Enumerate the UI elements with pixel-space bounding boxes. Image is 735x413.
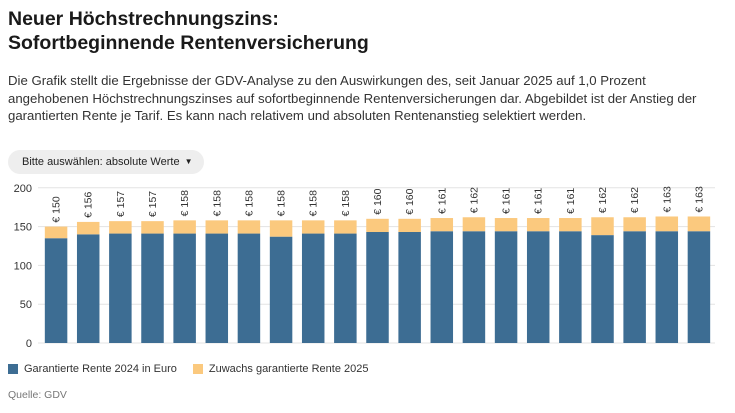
source-note: Quelle: GDV [8, 389, 67, 401]
bar-base [623, 231, 646, 343]
bar-increase [526, 218, 550, 232]
bar-base [237, 233, 261, 343]
bar-base [269, 236, 293, 343]
bar-base [687, 231, 711, 343]
bar-total-label: € 156 [83, 191, 95, 217]
bar-total-label: € 150 [51, 196, 63, 222]
y-tick-label: 200 [14, 183, 32, 195]
bar-increase [44, 226, 68, 239]
bar-total-label: € 161 [436, 188, 448, 214]
bar-increase [76, 221, 100, 235]
bar-total-label: € 157 [147, 191, 159, 217]
bar-base [366, 232, 389, 343]
bar-increase [173, 220, 196, 234]
bar-increase [655, 216, 679, 232]
bar-increase [559, 218, 582, 232]
title-line-2: Sofortbeginnende Rentenversicherung [8, 32, 369, 54]
bar-total-label: € 158 [211, 190, 223, 216]
bar-total-label: € 161 [565, 188, 577, 214]
chevron-down-icon: ▼ [184, 157, 193, 166]
legend-item-base: Garantierte Rente 2024 in Euro [8, 363, 177, 375]
dropdown-label: Bitte auswählen: absolute Werte [22, 156, 180, 168]
bar-base [76, 234, 100, 343]
bar-base [334, 233, 357, 343]
title-line-1: Neuer Höchstrechnungszins: [8, 8, 279, 30]
stacked-bar-chart: 0 50 100 150 200 € 150 € 156 € 157 € 157 € 158 € 1… [14, 183, 715, 350]
bar-increase [494, 218, 518, 232]
value-type-dropdown[interactable]: Bitte auswählen: absolute Werte ▼ [8, 150, 205, 174]
legend: Garantierte Rente 2024 in Euro Zuwachs g… [8, 363, 368, 375]
bar-base [526, 231, 550, 343]
bar-base [655, 231, 679, 343]
legend-swatch-base [8, 364, 18, 374]
bar-increase [301, 220, 325, 234]
bar-total-label: € 161 [501, 188, 513, 214]
bar-increase [334, 220, 357, 234]
bar-total-label: € 158 [276, 190, 288, 216]
bar-increase [237, 220, 261, 234]
bar-increase [687, 216, 711, 232]
bar-base [44, 238, 68, 343]
bar-total-label: € 157 [115, 191, 127, 217]
bar-increase [623, 217, 646, 232]
bar-total-label: € 160 [404, 188, 416, 214]
legend-label-increase: Zuwachs garantierte Rente 2025 [208, 363, 369, 375]
bar-base [205, 233, 229, 343]
bar-total-label: € 160 [372, 188, 384, 214]
bar-base [430, 231, 454, 343]
bar-increase [109, 221, 132, 234]
bar-base [301, 233, 325, 343]
bar-base [591, 235, 614, 343]
bar-increase [591, 217, 614, 236]
bar-total-label: € 162 [629, 187, 641, 213]
y-tick-label: 50 [20, 299, 32, 311]
bar-total-label: € 158 [243, 190, 255, 216]
bar-total-label: € 158 [179, 190, 191, 216]
bar-base [398, 232, 421, 343]
bar-base [173, 233, 196, 343]
bar-total-label: € 162 [468, 187, 480, 213]
y-tick-label: 150 [14, 222, 32, 234]
bar-increase [462, 217, 486, 232]
chart-description: Die Grafik stellt die Ergebnisse der GDV… [8, 73, 697, 123]
bar-total-label: € 158 [308, 190, 320, 216]
bar-increase [398, 218, 421, 233]
bar-total-label: € 163 [661, 186, 673, 212]
bar-increase [366, 218, 389, 233]
bar-base [494, 231, 518, 343]
bar-total-label: € 163 [693, 186, 705, 212]
bar-increase [141, 221, 164, 234]
legend-label-base: Garantierte Rente 2024 in Euro [24, 363, 177, 375]
bar-increase [205, 220, 229, 234]
chart-title: Neuer Höchstrechnungszins: Sofortbeginne… [8, 7, 728, 55]
bar-total-label: € 158 [340, 190, 352, 216]
y-tick-label: 0 [26, 338, 32, 350]
bar-base [559, 231, 582, 343]
bar-increase [430, 218, 454, 232]
bar-total-label: € 161 [533, 188, 545, 214]
bar-base [109, 233, 132, 343]
bar-increase [269, 220, 293, 237]
y-tick-label: 100 [14, 260, 32, 272]
legend-swatch-increase [192, 364, 203, 374]
bar-base [462, 231, 486, 343]
legend-item-increase: Zuwachs garantierte Rente 2025 [192, 363, 369, 375]
bar-total-label: € 162 [597, 187, 609, 213]
bar-base [141, 233, 164, 343]
